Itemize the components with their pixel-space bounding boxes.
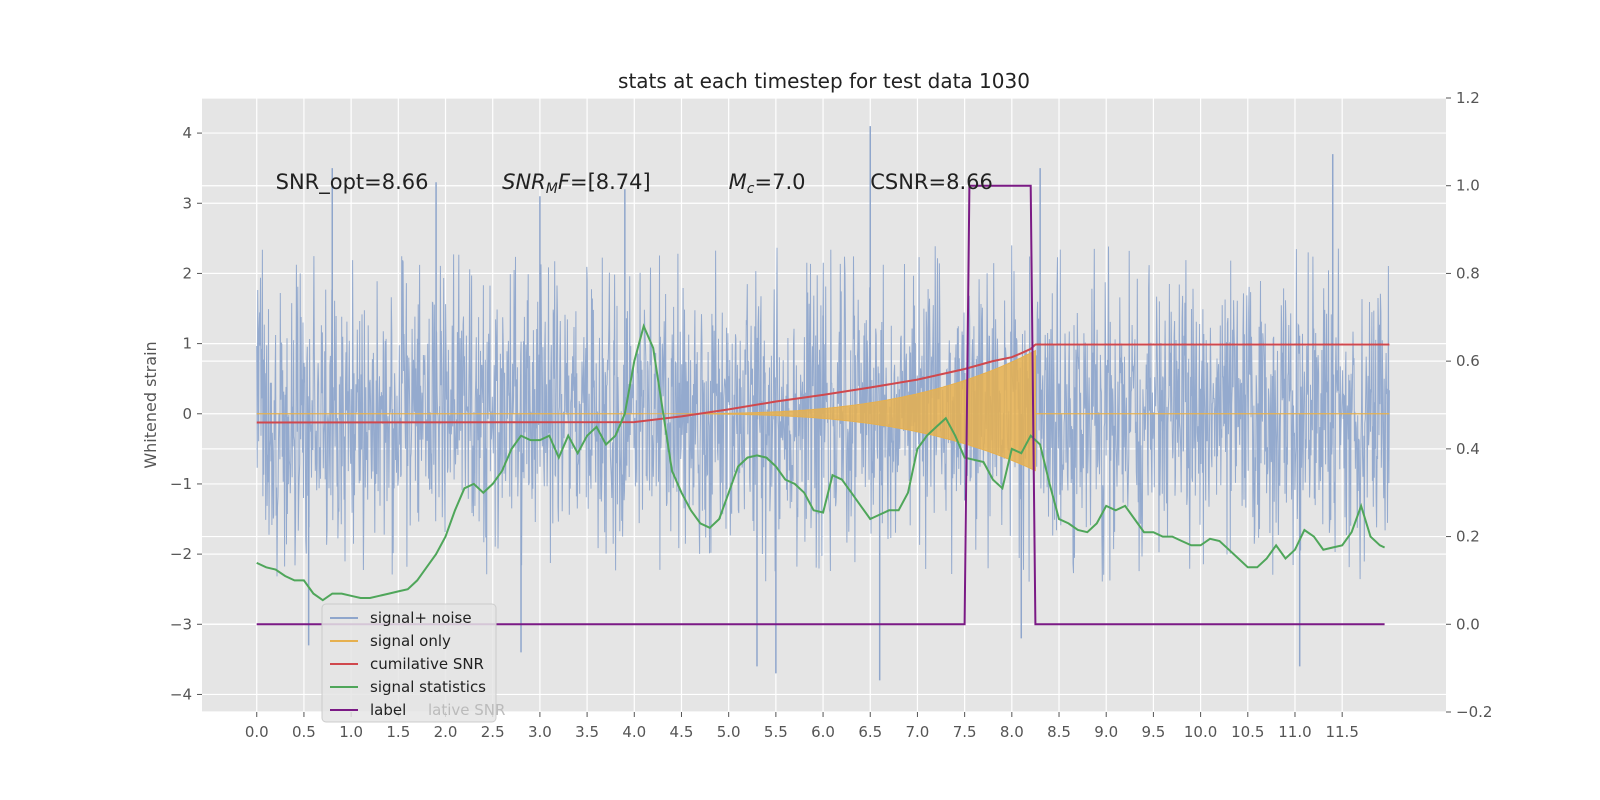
x-tick-label: 6.5 bbox=[858, 723, 882, 741]
x-tick-label: 9.0 bbox=[1094, 723, 1118, 741]
x-tick-label: 0.0 bbox=[245, 723, 269, 741]
x-tick-label: 9.5 bbox=[1141, 723, 1165, 741]
x-tick-label: 10.5 bbox=[1231, 723, 1264, 741]
annotation-snr-opt: SNR_opt=8.66 bbox=[276, 170, 429, 195]
x-tick-label: 3.0 bbox=[528, 723, 552, 741]
annotations: SNR_opt=8.66 SNRMF=[8.74] Mc=7.0 CSNR=8.66 bbox=[276, 170, 993, 197]
y-tick-label: −2 bbox=[170, 545, 192, 563]
y-axis-label: Whitened strain bbox=[141, 341, 160, 468]
y-tick-label: 3 bbox=[182, 194, 192, 212]
right-axis-series bbox=[256, 184, 1390, 626]
x-tick-label: 10.0 bbox=[1184, 723, 1217, 741]
legend: signal+ noise signal only cumilative SNR si… bbox=[321, 603, 505, 723]
y-tick-label: −1 bbox=[170, 475, 192, 493]
y-tick-label: −3 bbox=[170, 615, 192, 633]
y-axis-ticks: −4 −3 −2 −1 0 1 2 3 4 bbox=[170, 124, 202, 703]
y2-tick-label: 0.8 bbox=[1456, 264, 1480, 282]
x-tick-label: 3.5 bbox=[575, 723, 599, 741]
label-line bbox=[256, 184, 1385, 626]
y2-tick-label: 0.6 bbox=[1456, 352, 1480, 370]
x-tick-label: 0.5 bbox=[292, 723, 316, 741]
signal-only-envelope bbox=[643, 349, 1036, 472]
y-tick-label: −4 bbox=[170, 685, 192, 703]
x-tick-label: 2.0 bbox=[434, 723, 458, 741]
x-tick-label: 8.5 bbox=[1047, 723, 1071, 741]
y-tick-label: 0 bbox=[182, 405, 192, 423]
y2-tick-label: 0.0 bbox=[1456, 615, 1480, 633]
x-tick-label: 5.5 bbox=[764, 723, 788, 741]
y2-tick-label: 1.0 bbox=[1456, 177, 1480, 195]
x-tick-label: 8.0 bbox=[1000, 723, 1024, 741]
legend-entry: cumilative SNR bbox=[370, 655, 484, 673]
signal-noise-line bbox=[256, 245, 1390, 582]
x-tick-label: 11.5 bbox=[1325, 723, 1358, 741]
annotation-csnr: CSNR=8.66 bbox=[870, 170, 993, 194]
annotation-snr-mf: SNRMF=[8.74] bbox=[502, 170, 651, 197]
x-tick-label: 2.5 bbox=[481, 723, 505, 741]
legend-box bbox=[321, 603, 497, 723]
y-tick-label: 2 bbox=[182, 264, 192, 282]
chart-title: stats at each timestep for test data 103… bbox=[618, 69, 1030, 93]
y2-tick-label: 1.2 bbox=[1456, 89, 1480, 107]
legend-entry: signal statistics bbox=[370, 678, 486, 696]
x-tick-label: 11.0 bbox=[1278, 723, 1311, 741]
legend-entry: signal only bbox=[370, 632, 451, 650]
y-tick-label: 1 bbox=[182, 335, 192, 353]
y2-tick-label: 0.4 bbox=[1456, 440, 1480, 458]
x-tick-label: 1.5 bbox=[386, 723, 410, 741]
x-tick-label: 4.0 bbox=[622, 723, 646, 741]
x-axis-ticks: 0.0 0.5 1.0 1.5 2.0 2.5 3.0 3.5 4.0 4.5 5.0 5.5 6.0 6… bbox=[245, 712, 1359, 741]
x-tick-label: 7.0 bbox=[906, 723, 930, 741]
y2-tick-label: 0.2 bbox=[1456, 528, 1480, 546]
annotation-mc: Mc=7.0 bbox=[729, 170, 806, 197]
legend-hidden-text: lative SNR bbox=[428, 701, 505, 719]
y2-axis-ticks: −0.2 0.0 0.2 0.4 0.6 0.8 1.0 1.2 bbox=[1446, 89, 1492, 721]
signal-statistics-line bbox=[256, 323, 1386, 602]
legend-entry: label bbox=[370, 701, 406, 719]
x-tick-label: 6.0 bbox=[811, 723, 835, 741]
y-tick-label: 4 bbox=[182, 124, 192, 142]
x-tick-label: 4.5 bbox=[670, 723, 694, 741]
x-tick-label: 7.5 bbox=[953, 723, 977, 741]
signal-only-series bbox=[256, 349, 1390, 472]
x-tick-label: 1.0 bbox=[339, 723, 363, 741]
x-tick-label: 5.0 bbox=[717, 723, 741, 741]
y2-tick-label: −0.2 bbox=[1456, 703, 1492, 721]
legend-entry: signal+ noise bbox=[370, 609, 472, 627]
